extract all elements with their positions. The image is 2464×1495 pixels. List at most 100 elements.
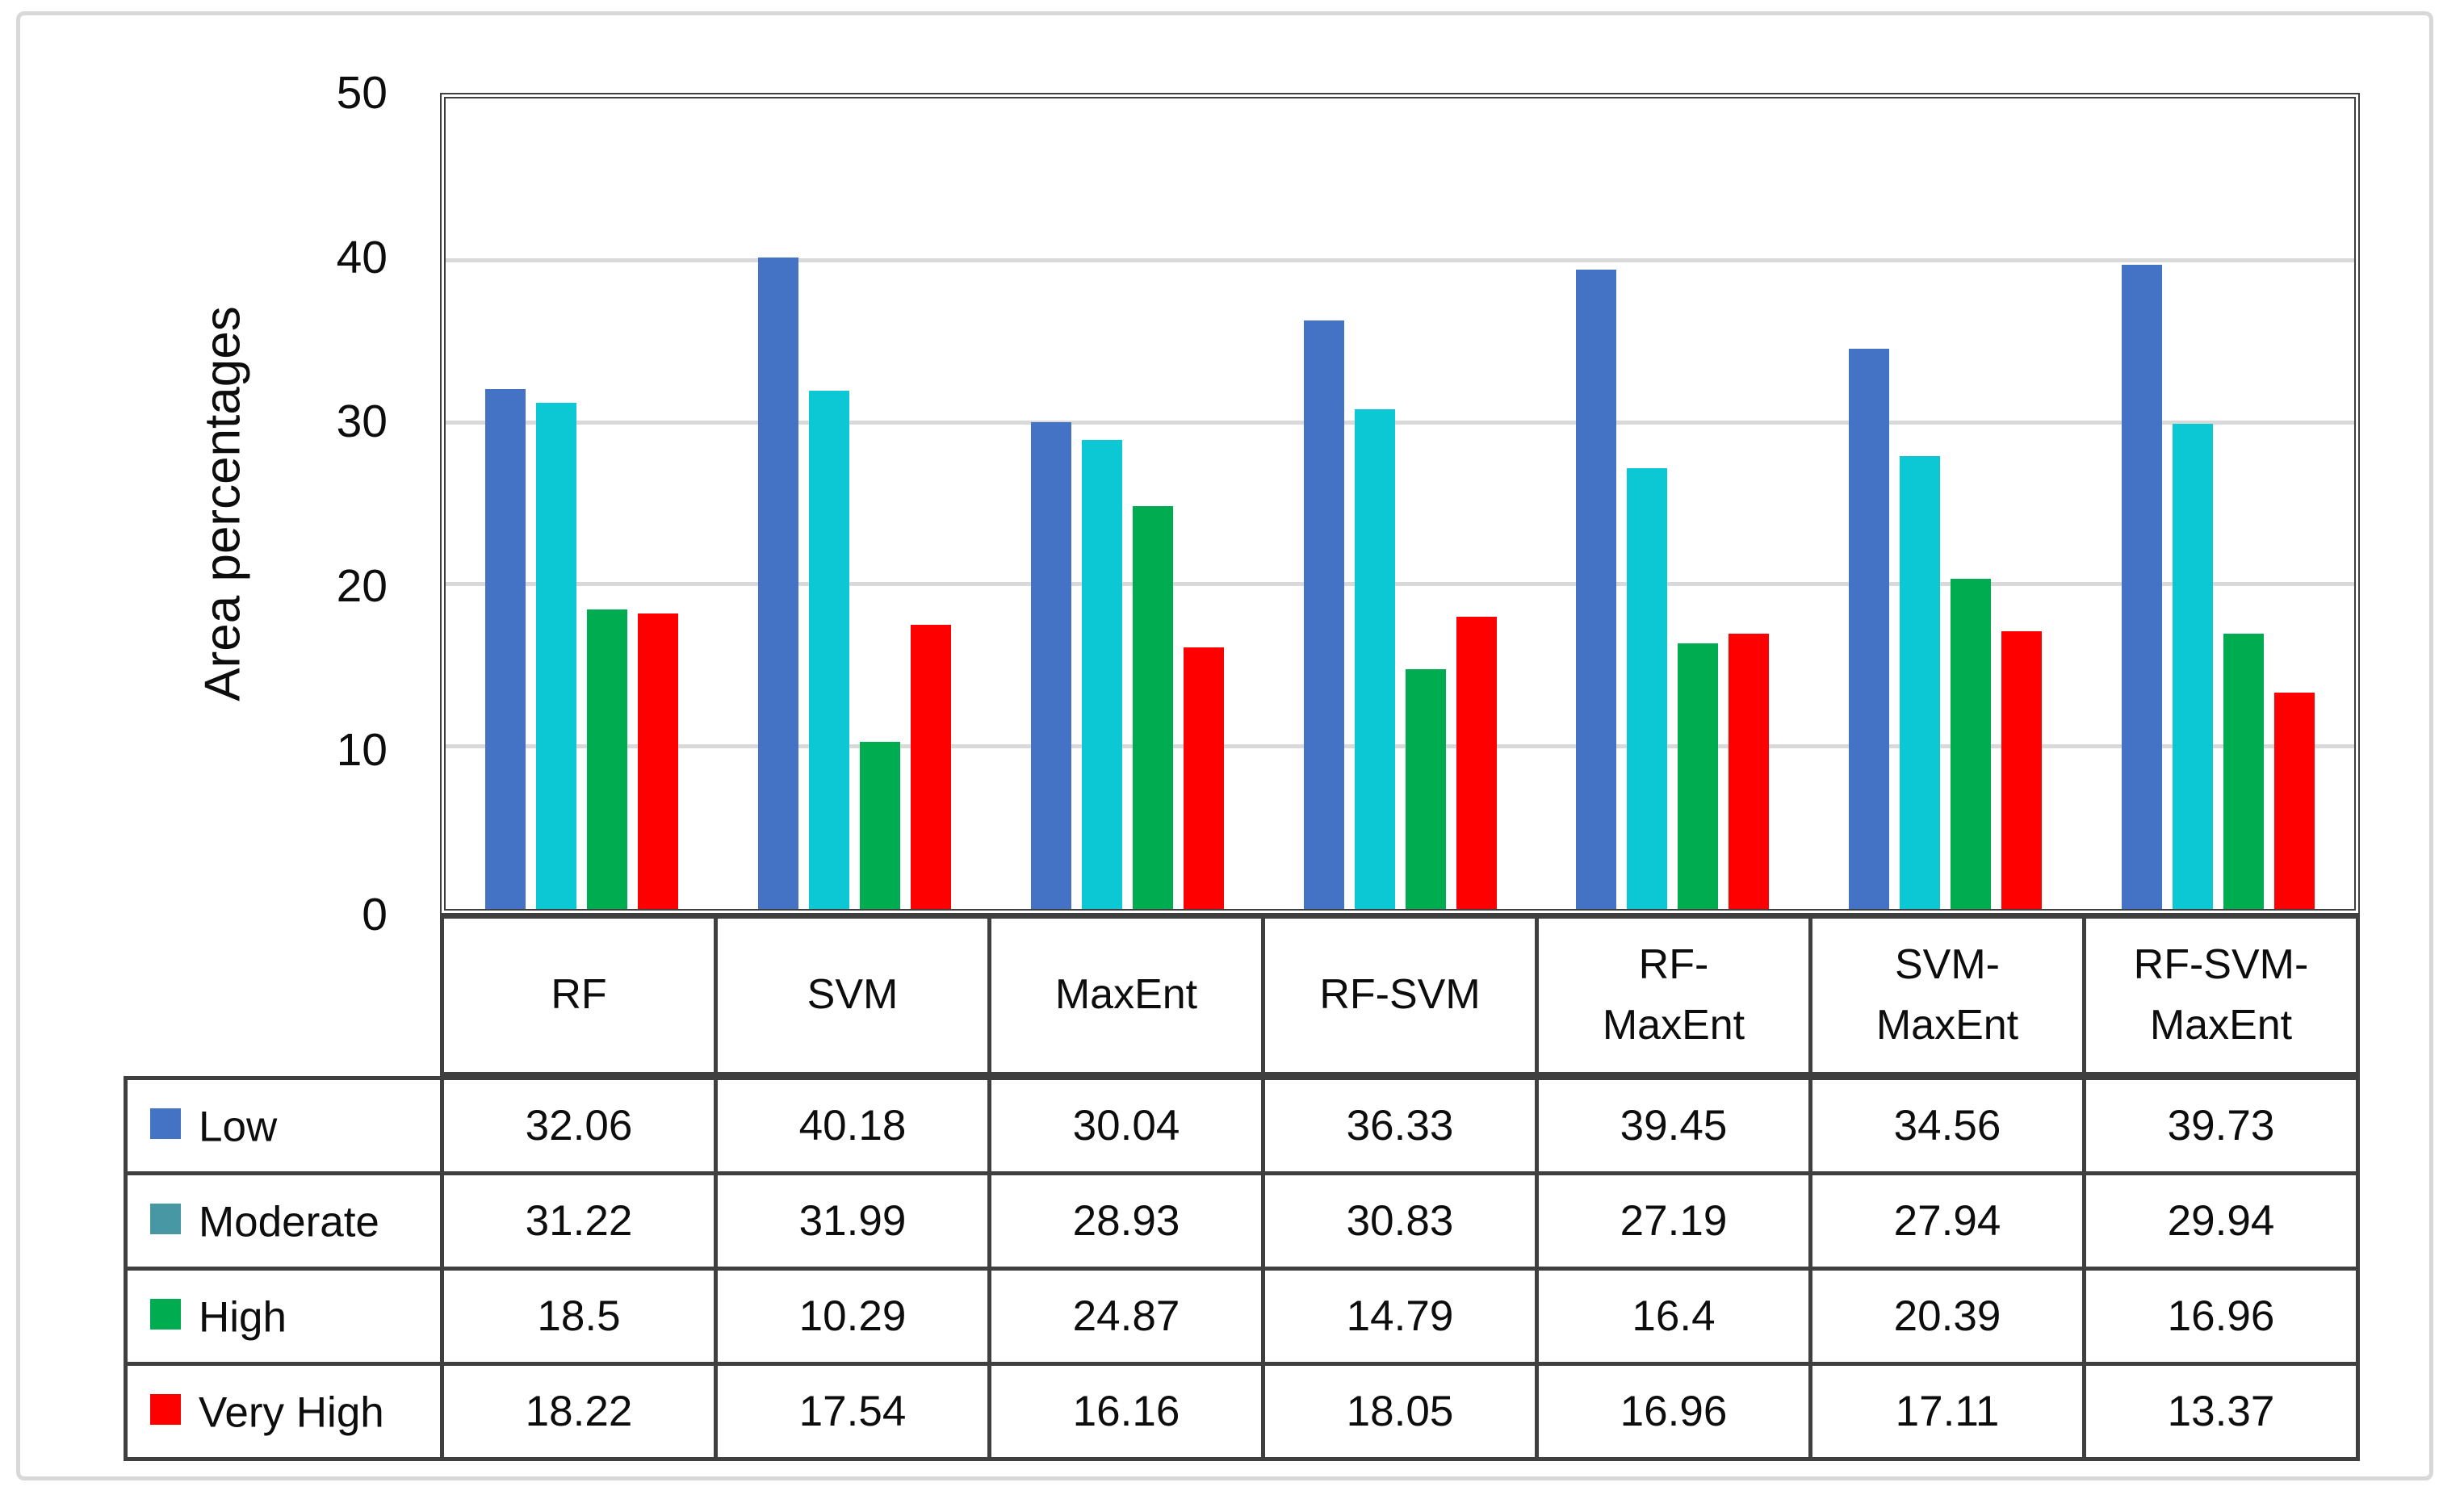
bar-high xyxy=(1405,669,1446,909)
table-row: Moderate 31.22 31.99 28.93 30.83 27.19 27.94 29… xyxy=(124,1171,2360,1271)
gridline-layer xyxy=(446,98,2354,909)
bar-low xyxy=(1303,320,1344,909)
value-cell: 18.22 xyxy=(440,1362,718,1461)
value-cell: 29.94 xyxy=(2082,1171,2360,1271)
bar-moderate xyxy=(2172,423,2213,909)
bar-group xyxy=(1263,98,1536,909)
figure-frame xyxy=(16,11,2433,1480)
gridline xyxy=(446,258,2354,262)
gridline xyxy=(446,744,2354,749)
legend-swatch xyxy=(150,1204,181,1235)
value-cell: 36.33 xyxy=(1261,1076,1539,1175)
gridline xyxy=(446,582,2354,587)
bar-low xyxy=(758,258,799,909)
bar-low xyxy=(1576,269,1617,909)
value-cell: 27.94 xyxy=(1808,1171,2086,1271)
bar-low xyxy=(2121,265,2162,909)
series-name-label: Moderate xyxy=(199,1198,379,1246)
y-axis-title: Area percentages xyxy=(195,306,251,701)
y-tick-label: 30 xyxy=(336,396,388,448)
value-cell: 34.56 xyxy=(1808,1076,2086,1175)
legend-cell: High xyxy=(124,1267,444,1366)
value-cell: 17.11 xyxy=(1808,1362,2086,1461)
legend-cell: Low xyxy=(124,1076,444,1175)
bar-moderate xyxy=(1899,455,1940,909)
bar-group xyxy=(991,98,1263,909)
plot-inner-border xyxy=(444,97,2356,911)
category-header-cell: MaxEnt xyxy=(987,915,1265,1076)
bar-moderate xyxy=(1627,468,1668,909)
legend-swatch xyxy=(150,1299,181,1330)
bar-very-high xyxy=(1456,616,1497,909)
bar-very-high xyxy=(911,624,952,909)
bar-group xyxy=(719,98,991,909)
value-cell: 39.73 xyxy=(2082,1076,2360,1175)
series-name-label: Very High xyxy=(199,1388,384,1437)
bar-group xyxy=(1809,98,2082,909)
bar-very-high xyxy=(2273,692,2315,909)
bar-high xyxy=(2223,634,2264,909)
value-cell: 14.79 xyxy=(1261,1267,1539,1366)
value-cell: 18.5 xyxy=(440,1267,718,1366)
bar-moderate xyxy=(536,403,577,909)
bar-moderate xyxy=(809,390,850,909)
bar-very-high xyxy=(2001,631,2042,909)
bar-low xyxy=(485,389,526,909)
plot-area xyxy=(440,93,2360,915)
legend-cell: Moderate xyxy=(124,1171,444,1271)
bar-low xyxy=(1030,421,1071,909)
value-cell: 10.29 xyxy=(714,1267,991,1366)
bar-low xyxy=(1848,349,1889,909)
y-tick-label: 40 xyxy=(336,231,388,283)
category-header-cell: RF- MaxEnt xyxy=(1535,915,1812,1076)
value-cell: 13.37 xyxy=(2082,1362,2360,1461)
value-cell: 39.45 xyxy=(1535,1076,1812,1175)
bar-very-high xyxy=(638,613,679,909)
table-row: Very High 18.22 17.54 16.16 18.05 16.96 17.11 1… xyxy=(124,1362,2360,1461)
value-cell: 31.99 xyxy=(714,1171,991,1271)
category-header-cell: SVM- MaxEnt xyxy=(1808,915,2086,1076)
series-name-label: Low xyxy=(199,1103,278,1151)
bar-very-high xyxy=(1729,634,1770,909)
bar-group xyxy=(1536,98,1809,909)
value-cell: 17.54 xyxy=(714,1362,991,1461)
bar-high xyxy=(587,609,628,909)
value-cell: 24.87 xyxy=(987,1267,1265,1366)
bar-high xyxy=(860,742,901,909)
data-table-body: Low 32.06 40.18 30.04 36.33 39.45 34.56 39.73 Mo… xyxy=(124,1076,2360,1461)
value-cell: 27.19 xyxy=(1535,1171,1812,1271)
gridline xyxy=(446,420,2354,425)
bar-group xyxy=(446,98,719,909)
bar-group xyxy=(2081,98,2354,909)
value-cell: 30.04 xyxy=(987,1076,1265,1175)
y-tick-label: 10 xyxy=(336,724,388,777)
y-tick-label: 50 xyxy=(336,67,388,119)
category-header-cell: RF-SVM xyxy=(1261,915,1539,1076)
value-cell: 40.18 xyxy=(714,1076,991,1175)
category-header-cell: SVM xyxy=(714,915,991,1076)
legend-swatch xyxy=(150,1108,181,1140)
value-cell: 16.16 xyxy=(987,1362,1265,1461)
bar-high xyxy=(1678,643,1719,909)
series-name-label: High xyxy=(199,1293,287,1342)
value-cell: 18.05 xyxy=(1261,1362,1539,1461)
bar-moderate xyxy=(1081,440,1122,909)
data-table: Low 32.06 40.18 30.04 36.33 39.45 34.56 39.73 Mo… xyxy=(124,1076,2360,1461)
value-cell: 31.22 xyxy=(440,1171,718,1271)
table-row: Low 32.06 40.18 30.04 36.33 39.45 34.56 39.73 xyxy=(124,1076,2360,1175)
value-cell: 28.93 xyxy=(987,1171,1265,1271)
value-cell: 16.96 xyxy=(1535,1362,1812,1461)
bar-moderate xyxy=(1354,408,1395,909)
bar-high xyxy=(1950,578,1991,909)
legend-swatch xyxy=(150,1394,181,1426)
category-header-row: RF SVM MaxEnt RF-SVM RF- MaxEnt SVM- MaxEnt RF… xyxy=(440,915,2360,1076)
value-cell: 32.06 xyxy=(440,1076,718,1175)
y-tick-label: 0 xyxy=(362,889,388,940)
y-tick-label: 20 xyxy=(336,559,388,612)
table-row: High 18.5 10.29 24.87 14.79 16.4 20.39 16.96 xyxy=(124,1267,2360,1366)
bar-high xyxy=(1132,505,1173,909)
value-cell: 30.83 xyxy=(1261,1171,1539,1271)
value-cell: 16.4 xyxy=(1535,1267,1812,1366)
category-header-cell: RF-SVM- MaxEnt xyxy=(2082,915,2360,1076)
